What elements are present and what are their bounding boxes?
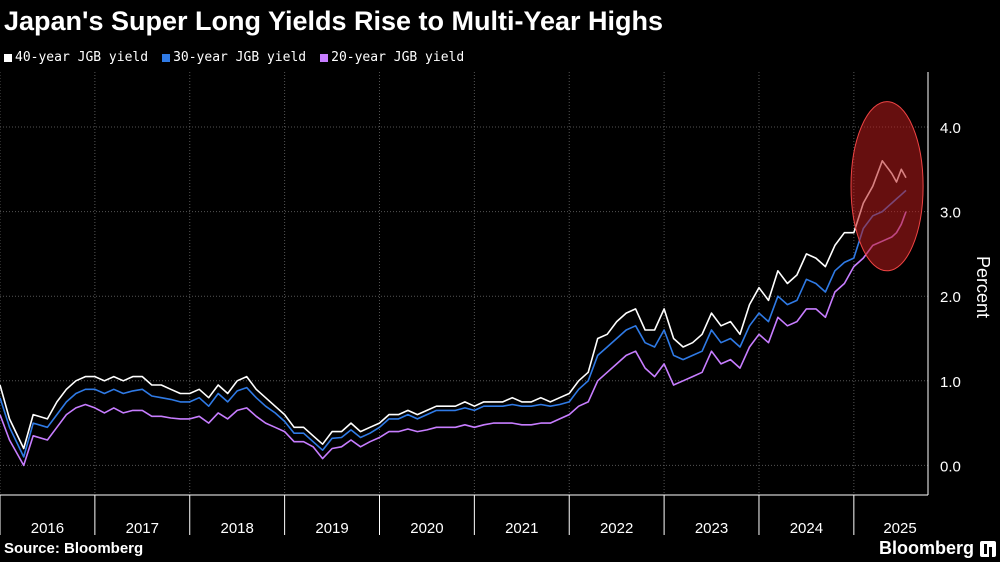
chart-title: Japan's Super Long Yields Rise to Multi-… bbox=[4, 6, 664, 36]
legend-item-40y: 40-year JGB yield bbox=[4, 50, 148, 65]
x-tick-label: 2024 bbox=[790, 520, 823, 537]
legend: 40-year JGB yield 30-year JGB yield 20-y… bbox=[4, 50, 464, 65]
x-tick-label: 2016 bbox=[31, 520, 64, 537]
legend-label-40y: 40-year JGB yield bbox=[15, 50, 149, 65]
legend-swatch-30y bbox=[162, 53, 171, 62]
y-tick-label: 1.0 bbox=[940, 374, 961, 391]
series-line-30y bbox=[0, 189, 907, 458]
x-tick-label: 2021 bbox=[505, 520, 538, 537]
x-tick-label: 2017 bbox=[126, 520, 159, 537]
source-note: Source: Bloomberg bbox=[4, 540, 144, 557]
legend-swatch-40y bbox=[4, 53, 12, 62]
legend-swatch-20y bbox=[320, 53, 329, 62]
y-tick-label: 2.0 bbox=[940, 289, 961, 306]
legend-item-30y: 30-year JGB yield bbox=[162, 50, 306, 65]
x-tick-label: 2022 bbox=[600, 520, 633, 537]
y-tick-label: 4.0 bbox=[940, 120, 961, 137]
y-axis-label: Percent bbox=[973, 256, 993, 318]
legend-label-20y: 20-year JGB yield bbox=[331, 50, 465, 65]
series-line-20y bbox=[0, 211, 907, 467]
highlight-ellipse bbox=[850, 101, 924, 272]
x-tick-label: 2018 bbox=[220, 520, 253, 537]
bloomberg-logo-icon bbox=[980, 541, 996, 557]
x-tick-label: 2023 bbox=[695, 520, 728, 537]
y-tick-label: 3.0 bbox=[940, 205, 961, 222]
brand-logo-text: Bloomberg bbox=[878, 538, 974, 558]
x-tick-label: 2025 bbox=[883, 520, 916, 537]
x-tick-label: 2019 bbox=[315, 520, 348, 537]
x-tick-label: 2020 bbox=[410, 520, 443, 537]
series-line-40y bbox=[0, 160, 907, 450]
y-tick-label: 0.0 bbox=[940, 458, 961, 475]
legend-item-20y: 20-year JGB yield bbox=[320, 50, 464, 65]
legend-label-30y: 30-year JGB yield bbox=[173, 50, 307, 65]
